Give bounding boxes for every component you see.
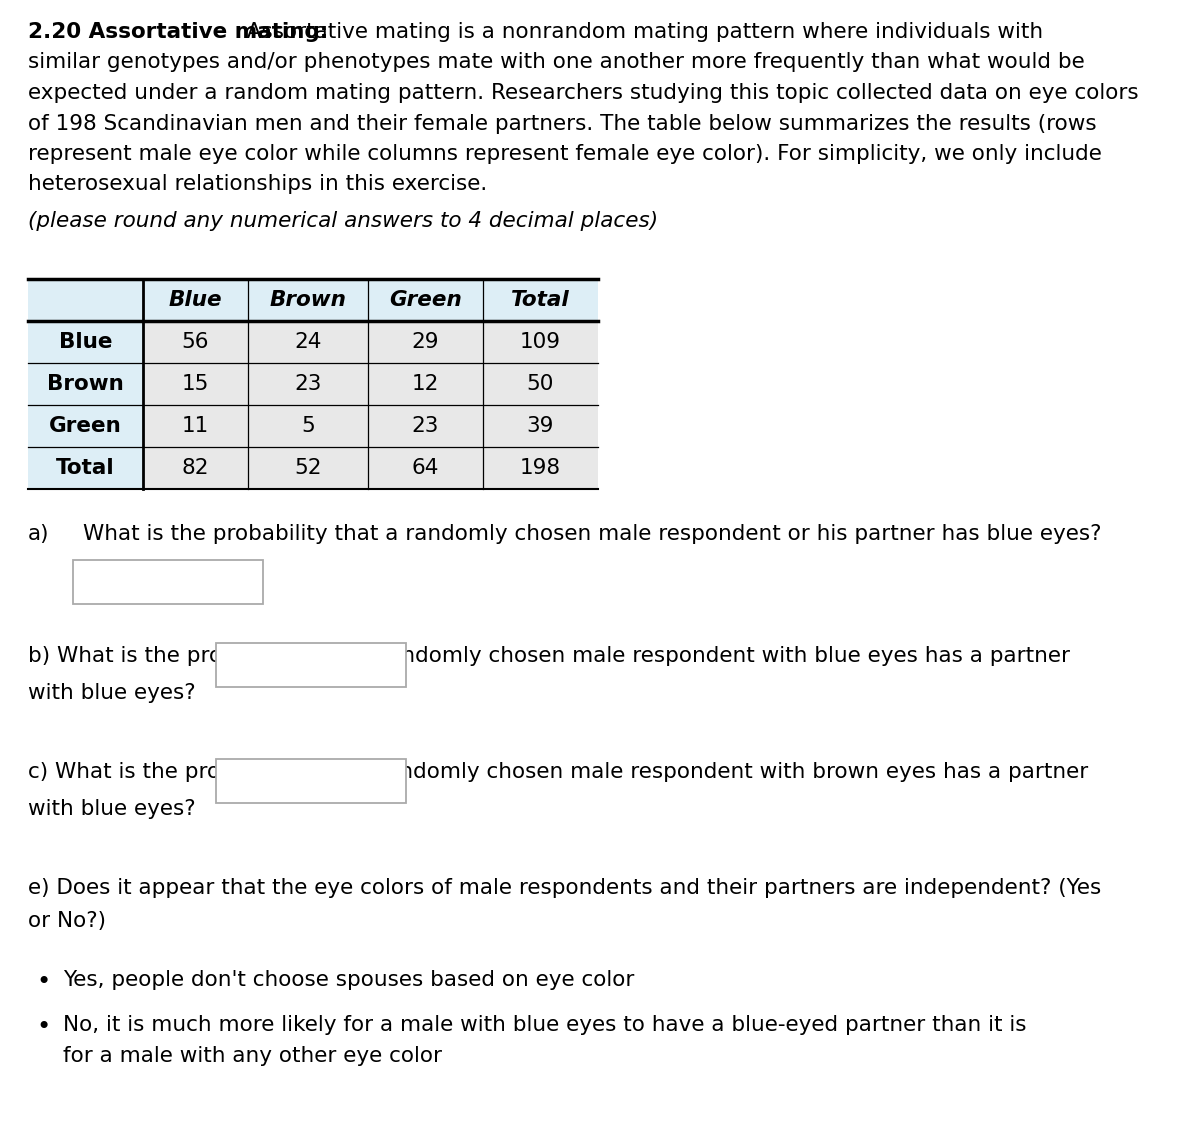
Text: Blue: Blue: [169, 290, 222, 309]
Text: or No?): or No?): [28, 911, 106, 931]
Text: represent male eye color while columns represent female eye color). For simplici: represent male eye color while columns r…: [28, 144, 1102, 164]
Text: Brown: Brown: [47, 373, 124, 394]
Bar: [28, 279, 598, 321]
Bar: [143, 363, 598, 405]
Text: 56: 56: [181, 332, 209, 352]
Text: Blue: Blue: [59, 332, 113, 352]
Text: 82: 82: [181, 458, 209, 478]
Text: 11: 11: [182, 416, 209, 436]
Text: Brown: Brown: [270, 290, 347, 309]
Bar: [143, 405, 598, 447]
Text: with blue eyes?: with blue eyes?: [28, 683, 196, 703]
Text: No, it is much more likely for a male with blue eyes to have a blue-eyed partner: No, it is much more likely for a male wi…: [64, 1015, 1026, 1035]
Text: 198: 198: [520, 458, 562, 478]
Text: 109: 109: [520, 332, 562, 352]
Text: with blue eyes?: with blue eyes?: [28, 799, 196, 819]
Text: 15: 15: [182, 373, 209, 394]
Bar: [28, 321, 143, 363]
Text: b) What is the probability that a randomly chosen male respondent with blue eyes: b) What is the probability that a random…: [28, 646, 1070, 666]
Text: c) What is the probability that a randomly chosen male respondent with brown eye: c) What is the probability that a random…: [28, 762, 1088, 782]
Text: expected under a random mating pattern. Researchers studying this topic collecte: expected under a random mating pattern. …: [28, 83, 1139, 103]
Text: heterosexual relationships in this exercise.: heterosexual relationships in this exerc…: [28, 175, 487, 194]
Text: Assortative mating is a nonrandom mating pattern where individuals with: Assortative mating is a nonrandom mating…: [233, 22, 1043, 42]
Text: 12: 12: [412, 373, 439, 394]
Text: 52: 52: [294, 458, 322, 478]
Text: Green: Green: [49, 416, 122, 436]
Bar: [28, 363, 143, 405]
Bar: [216, 643, 406, 687]
Text: for a male with any other eye color: for a male with any other eye color: [64, 1046, 442, 1065]
Bar: [143, 321, 598, 363]
Text: 5: 5: [301, 416, 314, 436]
Text: 2.20 Assortative mating:: 2.20 Assortative mating:: [28, 22, 329, 42]
Text: •: •: [36, 970, 50, 994]
Text: •: •: [36, 1015, 50, 1039]
Bar: [73, 560, 263, 604]
Text: 23: 23: [294, 373, 322, 394]
Text: What is the probability that a randomly chosen male respondent or his partner ha: What is the probability that a randomly …: [83, 524, 1102, 544]
Text: similar genotypes and/or phenotypes mate with one another more frequently than w: similar genotypes and/or phenotypes mate…: [28, 53, 1085, 72]
Text: e) Does it appear that the eye colors of male respondents and their partners are: e) Does it appear that the eye colors of…: [28, 878, 1102, 898]
Text: 29: 29: [412, 332, 439, 352]
Bar: [143, 447, 598, 489]
Text: Green: Green: [389, 290, 462, 309]
Text: 50: 50: [527, 373, 554, 394]
Text: 24: 24: [294, 332, 322, 352]
Text: of 198 Scandinavian men and their female partners. The table below summarizes th: of 198 Scandinavian men and their female…: [28, 113, 1097, 134]
Text: 64: 64: [412, 458, 439, 478]
Bar: [28, 405, 143, 447]
Bar: [216, 759, 406, 803]
Text: 23: 23: [412, 416, 439, 436]
Text: Yes, people don't choose spouses based on eye color: Yes, people don't choose spouses based o…: [64, 970, 635, 990]
Text: a): a): [28, 524, 49, 544]
Text: 39: 39: [527, 416, 554, 436]
Text: Total: Total: [511, 290, 570, 309]
Text: (please round any numerical answers to 4 decimal places): (please round any numerical answers to 4…: [28, 211, 658, 231]
Bar: [28, 447, 143, 489]
Text: Total: Total: [56, 458, 115, 478]
